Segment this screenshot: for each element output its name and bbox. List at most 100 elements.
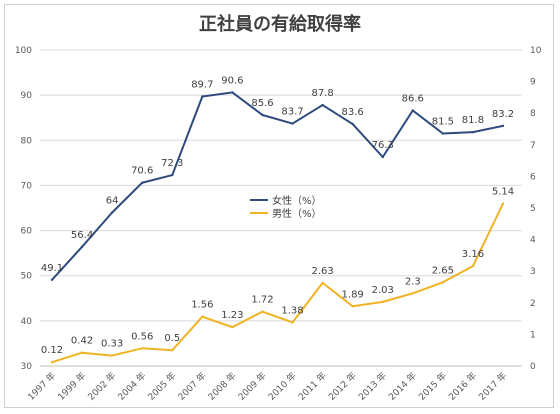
x-tick-label: 2002 年 (85, 370, 118, 403)
data-label: 90.6 (221, 75, 243, 86)
data-label: 1.38 (281, 305, 303, 316)
x-tick-label: 2015 年 (416, 370, 449, 403)
y-right-tick-label: 9 (530, 78, 536, 88)
data-point (201, 315, 204, 318)
data-label: 2.63 (311, 266, 333, 277)
data-point (231, 91, 234, 94)
data-point (80, 245, 84, 249)
data-point (291, 122, 294, 125)
data-label: 0.33 (101, 339, 123, 350)
y-right-tick-label: 10 (530, 46, 542, 56)
chart-title: 正社員の有給取得率 (199, 14, 361, 35)
data-point (50, 278, 54, 281)
x-tick-label: 2010 年 (266, 370, 299, 403)
data-point (411, 292, 414, 295)
y-right-tick-label: 1 (530, 330, 536, 340)
data-point (381, 300, 384, 304)
data-label: 86.6 (402, 93, 424, 104)
chart-frame (4, 4, 554, 408)
y-right-tick-label: 7 (530, 141, 536, 151)
data-point (471, 130, 475, 134)
y-right-tick-label: 8 (530, 109, 536, 119)
data-point (231, 325, 234, 329)
y-left-tick-label: 70 (21, 181, 33, 191)
data-label: 81.5 (432, 117, 454, 128)
data-label: 5.14 (492, 187, 514, 198)
data-point (141, 181, 144, 184)
data-label: 83.7 (281, 107, 303, 118)
data-label: 87.8 (311, 88, 333, 99)
data-label: 49.1 (41, 263, 63, 274)
data-point (381, 155, 384, 159)
x-tick-label: 2008 年 (205, 370, 238, 403)
x-tick-label: 2013 年 (356, 370, 389, 403)
data-label: 0.42 (71, 336, 93, 347)
x-tick-label: 2004 年 (115, 370, 148, 403)
x-tick-label: 2011 年 (296, 370, 329, 403)
data-label: 1.56 (191, 300, 213, 311)
data-label: 76.3 (372, 140, 394, 151)
data-point (171, 349, 174, 352)
data-point (441, 281, 445, 284)
y-right-tick-label: 2 (530, 299, 536, 309)
y-left-tick-label: 90 (21, 91, 33, 101)
data-point (110, 354, 114, 357)
y-right-tick-label: 3 (530, 267, 536, 277)
data-point (201, 95, 204, 98)
data-point (471, 264, 475, 268)
data-point (351, 305, 354, 308)
x-tick-label: 2005 年 (145, 370, 178, 403)
data-label: 1.23 (221, 310, 243, 321)
data-point (351, 122, 354, 126)
y-left-tick-label: 60 (21, 227, 33, 237)
data-label: 0.5 (164, 333, 180, 344)
y-right-tick-label: 0 (530, 362, 536, 372)
data-label: 64 (106, 196, 119, 207)
data-label: 0.12 (41, 345, 63, 356)
data-point (501, 124, 505, 128)
data-point (321, 281, 324, 285)
x-tick-label: 2016 年 (446, 370, 479, 403)
data-point (411, 109, 414, 112)
data-point (441, 132, 445, 135)
data-point (110, 211, 114, 214)
x-tick-label: 2012 年 (326, 370, 359, 403)
data-point (141, 347, 144, 350)
y-left-tick-label: 50 (21, 272, 33, 282)
series-line-male (51, 203, 504, 364)
data-label: 81.8 (462, 115, 484, 126)
y-left-tick-label: 80 (21, 136, 33, 146)
x-tick-label: 1999 年 (55, 370, 88, 403)
legend-label: 男性（%） (272, 207, 322, 220)
y-left-tick-label: 40 (21, 317, 33, 327)
x-tick-label: 1997 年 (25, 370, 58, 403)
data-point (291, 321, 294, 324)
y-left-tick-label: 100 (15, 46, 32, 56)
y-right-tick-label: 5 (530, 204, 536, 214)
data-point (261, 310, 264, 313)
x-tick-label: 2014 年 (386, 370, 419, 403)
data-label: 56.4 (71, 230, 93, 241)
data-label: 1.89 (342, 289, 364, 300)
data-point (261, 113, 264, 117)
data-label: 2.03 (372, 285, 394, 296)
data-point (50, 361, 54, 364)
data-label: 2.65 (432, 265, 454, 276)
y-right-tick-label: 6 (530, 172, 536, 182)
legend-label: 女性（%） (272, 194, 322, 207)
data-label: 83.2 (492, 109, 514, 120)
data-label: 70.6 (131, 166, 153, 177)
data-label: 72.3 (161, 158, 183, 169)
data-point (171, 173, 174, 177)
data-label: 83.6 (342, 107, 364, 118)
y-right-tick-label: 4 (530, 236, 536, 246)
y-left-tick-label: 30 (21, 362, 33, 372)
data-point (80, 351, 84, 354)
x-tick-label: 2007 年 (175, 370, 208, 403)
series-line-female (51, 91, 504, 281)
x-tick-label: 2017 年 (476, 370, 509, 403)
data-label: 85.6 (251, 98, 273, 109)
data-label: 3.16 (462, 249, 484, 260)
data-label: 0.56 (131, 331, 153, 342)
